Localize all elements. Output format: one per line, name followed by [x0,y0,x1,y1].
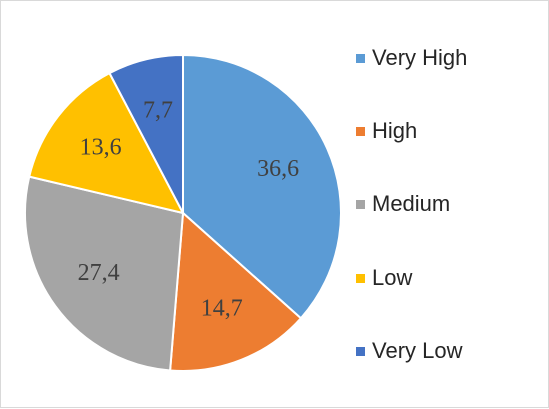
legend-swatch-very-low [356,346,365,356]
legend-swatch-high [356,126,365,136]
legend-item-very-low: Very Low [356,336,463,366]
pie-slice-high [169,212,302,372]
legend-item-very-high: Very High [356,43,467,73]
legend-swatch-very-high [356,53,365,63]
pie-slice-very-high [182,54,342,320]
pie-slice-very-low [108,54,184,214]
data-label-high: 14,7 [201,295,243,321]
legend-swatch-medium [356,199,365,209]
legend-label-low: Low [372,265,413,290]
data-label-low: 13,6 [80,135,122,161]
legend-label-high: High [372,118,418,143]
data-label-medium: 27,4 [78,260,120,286]
legend-swatch-low [356,273,365,283]
data-label-very-high: 36,6 [257,156,299,182]
legend-label-very-low: Very Low [372,338,463,363]
legend-label-medium: Medium [372,191,451,216]
data-label-very-low: 7,7 [143,97,173,123]
legend-item-high: High [356,116,417,146]
legend-label-very-high: Very High [372,45,468,70]
legend-item-low: Low [356,263,412,293]
legend-item-medium: Medium [356,189,450,219]
pie-slice-medium [24,175,184,372]
pie-slice-low [28,72,184,214]
